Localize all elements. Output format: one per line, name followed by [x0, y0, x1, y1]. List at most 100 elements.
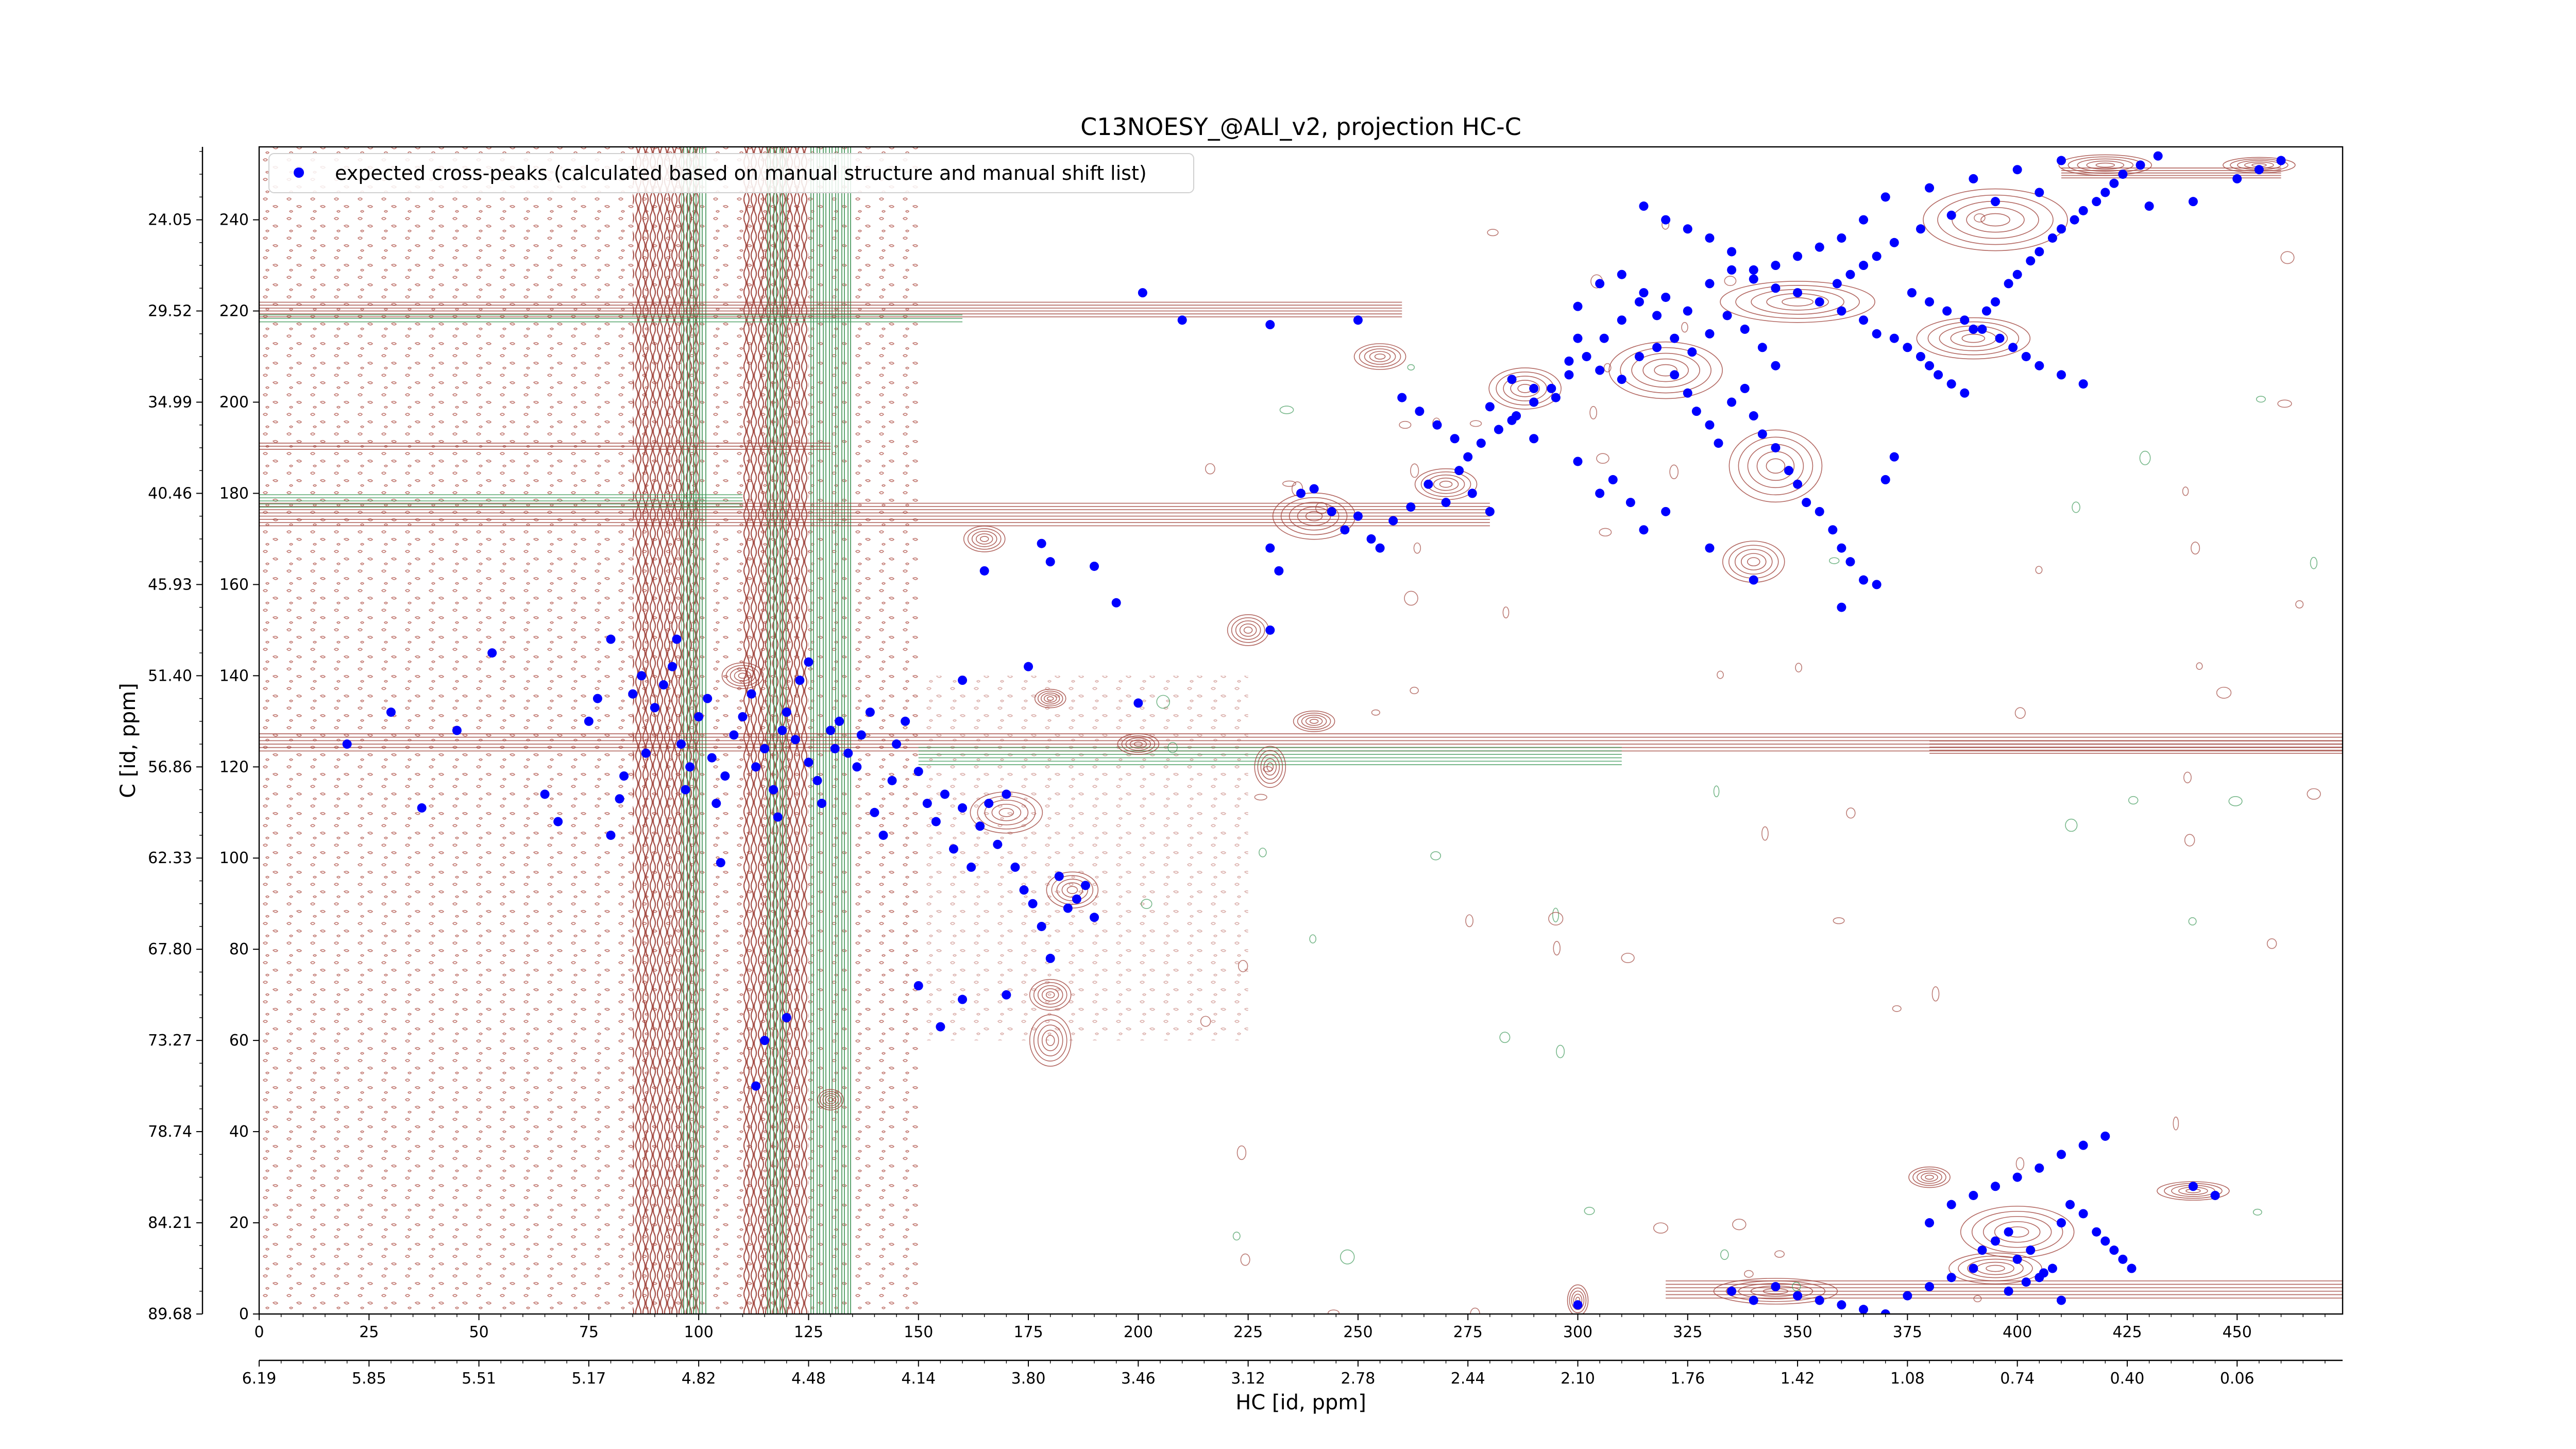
contour-peak — [822, 1093, 839, 1106]
x-ppm-tick-label: 0.06 — [2220, 1370, 2255, 1388]
cross-peak-point — [1177, 315, 1187, 325]
contour-peak — [1782, 297, 1814, 307]
cross-peak-point — [2078, 1209, 2088, 1219]
y-ppm-tick-label: 67.80 — [148, 940, 192, 958]
cross-peak-point — [1832, 279, 1842, 289]
x-tick-label: 100 — [684, 1323, 714, 1341]
cross-peak-point — [936, 1022, 945, 1032]
contour-peak — [1980, 213, 2010, 227]
cross-peak-point — [1441, 498, 1451, 508]
contour-noise — [2014, 707, 2026, 719]
contour-noise — [2256, 396, 2266, 403]
cross-peak-point — [1353, 315, 1363, 325]
contour-noise — [1669, 464, 1679, 479]
cross-peak-point — [1639, 288, 1649, 298]
y-tick-label: 200 — [219, 393, 249, 411]
contour-peak — [1257, 750, 1283, 784]
contour-peak — [1488, 367, 1562, 410]
contour-peak — [971, 531, 997, 547]
y-ppm-tick-label: 56.86 — [148, 758, 192, 776]
cross-peak-point — [1045, 953, 1055, 963]
contour-noise — [1744, 1270, 1754, 1278]
chart-title: C13NOESY_@ALI_v2, projection HC-C — [1080, 113, 1521, 141]
cross-peak-point — [1828, 525, 1838, 535]
cross-peak-point — [2026, 1245, 2036, 1255]
cross-peak-point — [1749, 411, 1758, 421]
cross-peak-point — [2008, 343, 2018, 352]
contour-peak — [734, 670, 752, 682]
cross-peak-point — [615, 794, 624, 804]
x-axis-label: HC [id, ppm] — [1235, 1391, 1366, 1414]
contour-noise — [1236, 1145, 1247, 1160]
y-tick-label: 60 — [229, 1032, 249, 1050]
contour-peak — [1439, 480, 1453, 488]
contour-peak — [963, 526, 1006, 552]
cross-peak-point — [1353, 511, 1363, 521]
x-ppm-tick-label: 4.14 — [901, 1370, 936, 1388]
cross-peak-point — [553, 817, 563, 827]
cross-peak-point — [1977, 1245, 1987, 1255]
cross-peak-point — [1507, 375, 1517, 384]
cross-peak-point — [619, 771, 629, 781]
cross-peak-point — [2254, 165, 2264, 175]
cross-peak-point — [1880, 192, 1890, 202]
x-tick-label: 400 — [2003, 1323, 2032, 1341]
cross-peak-point — [1670, 370, 1680, 380]
cross-peak-point — [1529, 383, 1539, 393]
cross-peak-point — [1771, 361, 1781, 370]
cross-peak-point — [1815, 297, 1824, 307]
x-ppm-tick-label: 5.17 — [571, 1370, 606, 1388]
x-ppm-tick-label: 5.51 — [462, 1370, 496, 1388]
contour-peak — [1433, 477, 1459, 491]
cross-peak-point — [1661, 507, 1671, 516]
contour-noise — [2191, 542, 2200, 555]
cross-peak-point — [1969, 1190, 1978, 1200]
cross-peak-point — [2078, 1140, 2088, 1150]
contour-peak — [1916, 317, 2031, 360]
contour-noise — [2280, 251, 2295, 264]
cross-peak-point — [967, 862, 976, 872]
cross-peak-point — [1714, 439, 1723, 448]
x-tick-label: 325 — [1673, 1323, 1702, 1341]
cross-peak-point — [1265, 320, 1275, 330]
contour-peak — [1231, 617, 1265, 643]
cross-peak-point — [1002, 789, 1011, 799]
cross-peak-point — [949, 844, 958, 854]
contour-noise — [2015, 1157, 2025, 1171]
cross-peak-point — [2065, 1200, 2075, 1209]
cross-peak-point — [852, 762, 862, 772]
y-ppm-tick-label: 34.99 — [148, 393, 192, 411]
cross-peak-point — [667, 662, 677, 671]
contour-peak — [1925, 1174, 1934, 1180]
x-ppm-tick-label: 3.80 — [1011, 1370, 1046, 1388]
cross-peak-point — [1340, 525, 1350, 535]
contour-noise — [1761, 826, 1769, 841]
cross-peak-point — [1090, 561, 1099, 571]
contour-noise — [1681, 322, 1688, 333]
contour-noise — [1200, 1016, 1211, 1027]
contour-peak — [1374, 353, 1386, 360]
cross-peak-point — [1683, 306, 1692, 316]
cross-peak-point — [1916, 351, 1925, 361]
contour-peak — [1747, 557, 1760, 566]
cross-peak-point — [1705, 233, 1715, 243]
plot-frame — [258, 146, 2344, 1315]
cross-peak-point — [1450, 434, 1460, 444]
cross-peak-point — [1802, 498, 1811, 508]
contour-peak — [1369, 351, 1391, 362]
cross-peak-point — [1946, 1273, 1956, 1283]
contour-peak — [1966, 207, 2025, 233]
y-tick-label: 120 — [219, 758, 249, 776]
cross-peak-point — [606, 830, 616, 840]
contour-peak — [967, 528, 1002, 550]
y-ppm-tick-label: 45.93 — [148, 576, 192, 594]
x-ppm-axis: 6.19 5.85 5.51 5.17 4.82 4.48 4.14 3.80 3.46 3.12… — [242, 1359, 2343, 1388]
cross-peak-point — [1925, 297, 1935, 307]
x-ppm-tick-label: 5.85 — [352, 1370, 386, 1388]
cross-peak-point — [2188, 1182, 2198, 1191]
contour-peak — [1117, 733, 1160, 755]
cross-peak-point — [2210, 1190, 2220, 1200]
legend-entry: expected cross-peaks (calculated based o… — [335, 162, 1147, 184]
contour-peak — [1725, 1280, 1826, 1302]
cross-peak-point — [1991, 197, 2000, 207]
